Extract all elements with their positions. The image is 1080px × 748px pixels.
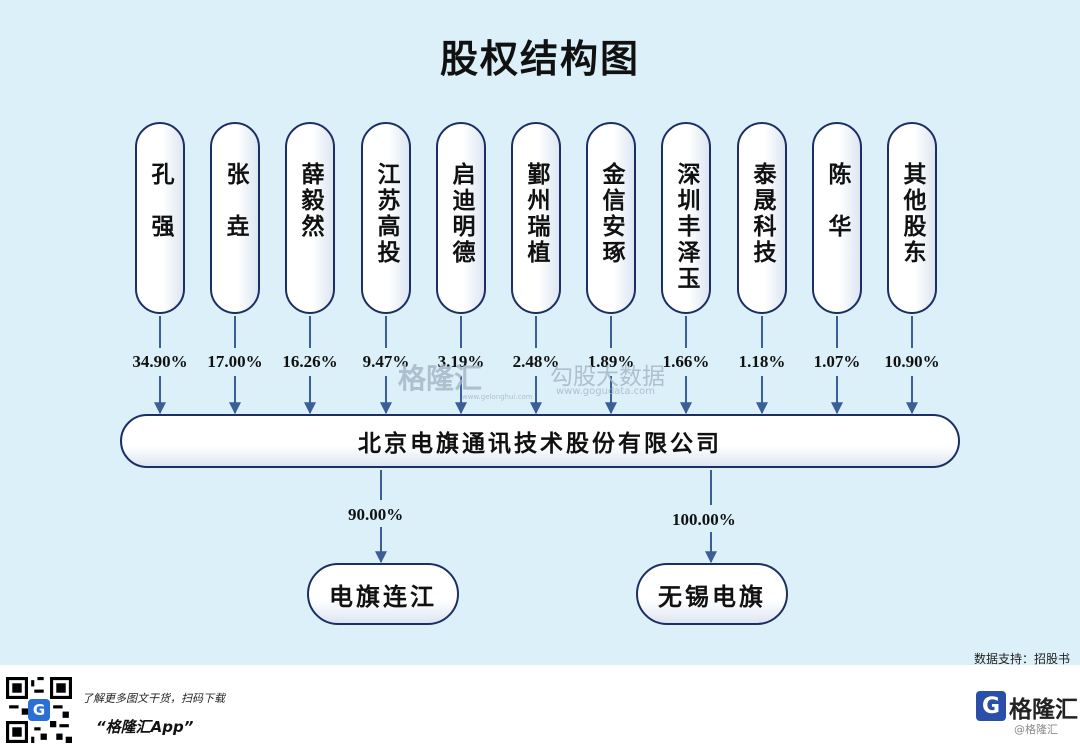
shareholder-node: 泰晟科技 [737,122,787,314]
shareholder-percentage: 1.66% [662,352,710,371]
shareholder-percentage: 1.89% [587,352,635,371]
qr-logo-badge: G [28,699,50,721]
shareholder-name: 孔 强 [147,162,174,240]
shareholder-node: 启迪明德 [436,122,486,314]
shareholder-name: 泰晟科技 [749,162,776,266]
shareholder-name: 陈 华 [824,162,851,240]
subsidiary-label: 无锡电旗 [658,581,766,611]
shareholder-percentage: 2.48% [512,352,560,371]
subsidiary-percentage: 90.00% [348,505,404,524]
gelonghui-logo-icon: G [976,691,1006,721]
shareholder-node: 鄞州瑞植 [511,122,561,314]
subsidiary-node: 电旗连江 [307,563,459,625]
shareholder-node: 深圳丰泽玉 [661,122,711,314]
shareholder-percentage: 10.90% [884,352,940,371]
shareholder-percentage: 17.00% [207,352,263,371]
shareholder-name: 其他股东 [899,162,926,266]
shareholder-node: 薛毅然 [285,122,335,314]
company-node: 北京电旗通讯技术股份有限公司 [120,414,960,468]
shareholder-node: 江苏高投 [361,122,411,314]
subsidiary-label: 电旗连江 [329,581,437,611]
shareholder-percentage: 34.90% [132,352,188,371]
page-title: 股权结构图 [439,37,640,81]
shareholder-percentage: 9.47% [362,352,410,371]
source-note: 数据支持：招股书 [973,652,1070,666]
diagram-area [0,0,1080,665]
shareholder-node: 金信安琢 [586,122,636,314]
shareholder-percentage: 16.26% [282,352,338,371]
app-name: “格隆汇App” [96,718,194,736]
shareholder-node: 孔 强 [135,122,185,314]
shareholder-name: 薛毅然 [297,162,324,240]
shareholder-name: 江苏高投 [373,162,400,266]
company-label: 北京电旗通讯技术股份有限公司 [358,430,722,457]
shareholder-name: 金信安琢 [598,162,625,266]
gogudata-watermark-url: www.gogudata.com [556,386,656,397]
subsidiary-node: 无锡电旗 [636,563,788,625]
gelonghui-logo-text: 格隆汇 [1009,697,1078,723]
shareholder-percentage: 1.07% [813,352,861,371]
shareholder-node: 张 垚 [210,122,260,314]
shareholder-percentage: 1.18% [738,352,786,371]
promo-text: 了解更多图文干货，扫码下载 [82,692,225,705]
gelonghui-logo-watermark: @格隆汇 [1014,723,1058,736]
subsidiary-percentage: 100.00% [672,510,736,529]
shareholder-name: 深圳丰泽玉 [673,162,700,292]
qr-code[interactable] [6,677,72,743]
shareholder-name: 启迪明德 [448,162,475,266]
gelonghui-watermark-url: www.gelonghui.com [462,393,533,401]
shareholder-node: 其他股东 [887,122,937,314]
footer [0,665,1080,748]
shareholder-node: 陈 华 [812,122,862,314]
shareholder-percentage: 3.19% [437,352,485,371]
gogudata-watermark: 勾股大数据 [550,364,665,390]
gelonghui-watermark: 格隆汇 [398,362,483,395]
shareholder-name: 张 垚 [222,162,249,240]
shareholder-name: 鄞州瑞植 [523,162,550,266]
